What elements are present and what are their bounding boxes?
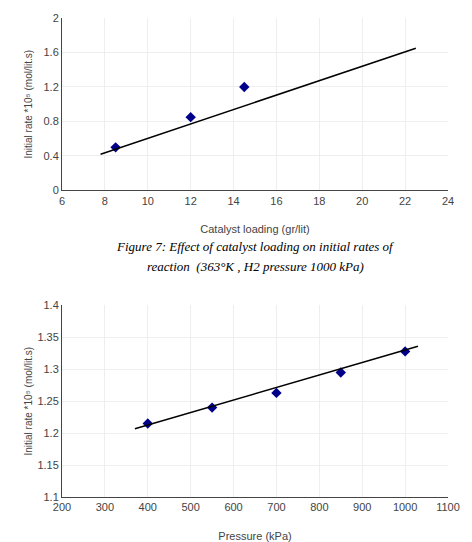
svg-text:0: 0 xyxy=(53,184,59,196)
svg-text:Initial rate *10⁵ (mol/lit.s): Initial rate *10⁵ (mol/lit.s) xyxy=(23,347,34,456)
svg-text:0.8: 0.8 xyxy=(44,115,59,127)
svg-text:16: 16 xyxy=(270,195,282,207)
svg-text:1.35: 1.35 xyxy=(37,331,58,343)
svg-text:1.2: 1.2 xyxy=(44,427,59,439)
svg-text:0.4: 0.4 xyxy=(44,150,59,162)
svg-text:300: 300 xyxy=(96,501,114,513)
svg-text:2: 2 xyxy=(53,12,59,24)
svg-text:Pressure (kPa): Pressure (kPa) xyxy=(218,530,291,542)
svg-text:8: 8 xyxy=(102,195,108,207)
svg-text:800: 800 xyxy=(310,501,328,513)
svg-text:14: 14 xyxy=(227,195,239,207)
svg-text:1.6: 1.6 xyxy=(44,46,59,58)
svg-text:10: 10 xyxy=(142,195,154,207)
svg-text:12: 12 xyxy=(185,195,197,207)
svg-text:20: 20 xyxy=(356,195,368,207)
svg-text:Initial rate *10⁵ (mol/lit.s): Initial rate *10⁵ (mol/lit.s) xyxy=(23,50,34,159)
svg-text:6: 6 xyxy=(59,195,65,207)
svg-text:1.25: 1.25 xyxy=(37,395,58,407)
svg-text:22: 22 xyxy=(399,195,411,207)
svg-text:1.2: 1.2 xyxy=(44,81,59,93)
svg-text:18: 18 xyxy=(313,195,325,207)
svg-text:1.3: 1.3 xyxy=(44,363,59,375)
svg-text:500: 500 xyxy=(181,501,199,513)
svg-text:reaction (363°K , H2 pressure: reaction (363°K , H2 pressure 1000 kPa) xyxy=(147,259,364,274)
svg-text:1000: 1000 xyxy=(393,501,417,513)
svg-text:1.15: 1.15 xyxy=(37,459,58,471)
svg-text:900: 900 xyxy=(353,501,371,513)
svg-text:24: 24 xyxy=(442,195,454,207)
svg-text:1.4: 1.4 xyxy=(44,299,59,311)
svg-text:1100: 1100 xyxy=(436,501,460,513)
svg-text:200: 200 xyxy=(53,501,71,513)
svg-text:400: 400 xyxy=(139,501,157,513)
svg-text:Catalyst loading (gr/lit): Catalyst loading (gr/lit) xyxy=(200,223,309,235)
svg-text:600: 600 xyxy=(224,501,242,513)
svg-text:Figure 7: Effect of catalyst l: Figure 7: Effect of catalyst loading on … xyxy=(116,239,395,254)
svg-text:700: 700 xyxy=(267,501,285,513)
svg-text:1.1: 1.1 xyxy=(44,491,59,503)
